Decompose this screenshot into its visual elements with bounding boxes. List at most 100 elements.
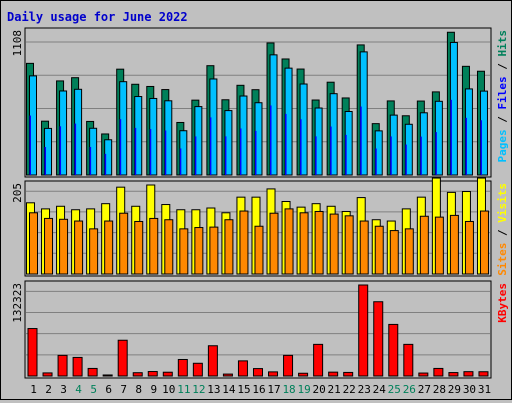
day-label: 20 (313, 383, 326, 396)
day-label: 19 (297, 383, 310, 396)
kbytes-bar (252, 368, 263, 377)
files-bar (330, 126, 332, 175)
sites-bar (254, 225, 264, 275)
files-bar (74, 123, 77, 175)
day-label: 11 (177, 383, 190, 396)
sites-bar (344, 215, 354, 275)
kbytes-bar (72, 356, 83, 377)
sites-bar (134, 220, 144, 275)
files-bar (44, 147, 47, 175)
panel-requests: 1108 Pages / Files / Hits (11, 27, 509, 178)
files-bar (29, 115, 31, 175)
kbytes-bar (268, 371, 279, 377)
sites-bar (119, 212, 129, 275)
panel-requests-legend-item: / (496, 57, 509, 77)
files-bar (420, 136, 422, 175)
kbytes-bar (87, 367, 98, 377)
sites-bar (284, 208, 294, 275)
kbytes-bar (237, 360, 248, 377)
files-bar (315, 136, 317, 175)
day-label: 4 (75, 383, 82, 396)
panel-volume-legend: KBytes (496, 283, 509, 323)
sites-bar (74, 220, 84, 275)
files-bar (59, 126, 62, 175)
day-label: 28 (433, 383, 446, 396)
kbytes-bar (418, 372, 429, 377)
sites-bar (29, 212, 38, 275)
kbytes-bar (207, 345, 218, 377)
kbytes-bar (478, 371, 489, 377)
day-label: 27 (418, 383, 431, 396)
day-label: 31 (478, 383, 491, 396)
day-label: 14 (222, 383, 236, 396)
files-bar (134, 127, 137, 175)
chart-panels: 1108 Pages / Files / Hits 205 Sites / Visit… (11, 27, 509, 379)
files-bar (194, 136, 197, 175)
panel-volume-box (24, 280, 492, 379)
sites-bar (209, 226, 219, 275)
day-label: 13 (207, 383, 220, 396)
sites-bar (359, 220, 369, 275)
day-label: 16 (252, 383, 265, 396)
files-bar (254, 130, 257, 175)
sites-bar (389, 230, 399, 275)
kbytes-bar (343, 371, 354, 377)
day-label: 15 (237, 383, 250, 396)
day-label: 5 (90, 383, 97, 396)
panel-volume-legend-item: KBytes (496, 283, 509, 323)
kbytes-bar (433, 367, 444, 377)
panel-requests-legend: Pages / Files / Hits (496, 30, 509, 163)
panel-visitors-ymax-label: 205 (11, 183, 24, 203)
kbytes-bar (132, 372, 143, 377)
sites-bar (329, 213, 339, 275)
day-label: 30 (463, 383, 476, 396)
kbytes-bar (42, 372, 53, 377)
sites-bar (314, 210, 324, 275)
panel-visitors-legend-item: Sites (496, 243, 509, 276)
panel-visitors-legend: Sites / Visits (496, 183, 509, 276)
files-bar (405, 144, 407, 175)
kbytes-bar (463, 371, 474, 377)
kbytes-bar (192, 362, 203, 377)
panel-visitors: 205 Sites / Visits (11, 177, 509, 277)
kbytes-bar (403, 343, 414, 377)
sites-bar (149, 217, 159, 275)
sites-bar (89, 228, 99, 275)
kbytes-bar (147, 371, 158, 377)
files-bar (119, 119, 122, 175)
files-bar (179, 148, 182, 175)
sites-bar (44, 217, 54, 275)
kbytes-bar (57, 354, 68, 377)
kbytes-bar (358, 284, 369, 377)
day-label: 10 (162, 383, 175, 396)
sites-bar (434, 216, 444, 275)
kbytes-bar (177, 358, 188, 377)
files-bar (480, 120, 482, 175)
files-bar (390, 136, 392, 175)
day-label: 25 (388, 383, 401, 396)
kbytes-bar (373, 301, 384, 377)
day-label: 9 (150, 383, 157, 396)
files-bar (164, 130, 167, 175)
chart-title: Daily usage for June 2022 (7, 10, 188, 24)
panel-requests-legend-item: Files (496, 76, 509, 109)
files-bar (209, 117, 212, 175)
sites-bar (239, 210, 249, 275)
panel-requests-legend-item: Pages (496, 129, 509, 162)
files-bar (285, 113, 287, 175)
kbytes-bar (162, 371, 173, 377)
kbytes-bar (388, 323, 399, 377)
panel-visitors-legend-item: / (496, 223, 509, 243)
day-label: 26 (403, 383, 416, 396)
kbytes-bar (222, 373, 233, 377)
files-bar (450, 99, 452, 175)
files-bar (270, 105, 272, 175)
sites-bar (419, 215, 429, 275)
day-label: 7 (120, 383, 127, 396)
kbytes-bar (283, 354, 294, 377)
sites-bar (464, 220, 474, 275)
files-bar (239, 128, 242, 175)
panel-volume-ymax-label: 132323 (11, 283, 24, 323)
sites-bar (404, 228, 414, 275)
